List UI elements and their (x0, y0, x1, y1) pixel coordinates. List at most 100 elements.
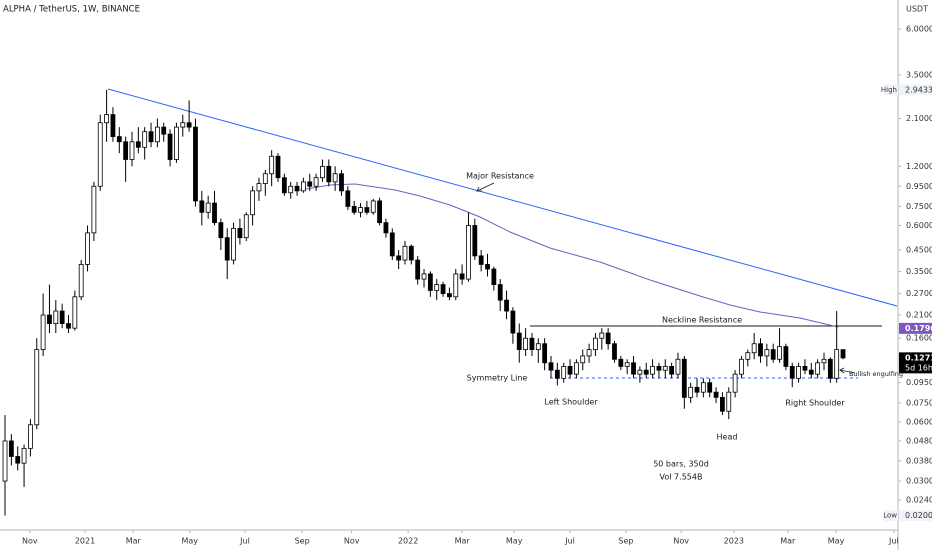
candle-body (739, 358, 744, 375)
x-tick-label: Nov (673, 537, 689, 546)
candle-body (186, 122, 192, 128)
candle-body (554, 369, 560, 379)
y-unit: USDT (906, 5, 928, 14)
candle-body (269, 155, 275, 175)
candle-body (700, 382, 706, 393)
candle-body (351, 206, 357, 213)
candle-body (53, 310, 59, 324)
candle-body (161, 126, 167, 135)
annotation: 50 bars, 350d (653, 460, 709, 469)
candle-body (789, 365, 795, 379)
annotation: Major Resistance (466, 172, 534, 181)
annotation: Vol 7.554B (660, 473, 703, 482)
price-tag-label: 0.0200 (905, 511, 932, 520)
candle-body (510, 310, 516, 334)
y-tick-label: 0.0240 (906, 496, 932, 505)
candle-body (447, 293, 452, 298)
candle-body (275, 155, 281, 179)
candle-body (694, 386, 700, 393)
candle-body (40, 314, 46, 351)
candle-body (637, 369, 643, 375)
candle-body (243, 214, 249, 239)
candle-body (339, 173, 344, 192)
candle-body (707, 382, 713, 393)
candle-body (320, 165, 325, 179)
moving-average (299, 183, 839, 328)
candle-body (205, 202, 211, 213)
arrow (476, 182, 495, 192)
x-tick-label: Nov (344, 537, 360, 546)
candle-body (751, 343, 757, 354)
candle-body (8, 440, 14, 457)
candle-body (256, 183, 262, 192)
candle-body (662, 365, 668, 371)
annotation: Neckline Resistance (662, 316, 742, 325)
candle-body (783, 346, 789, 367)
y-tick-label: 1.2000 (906, 162, 932, 171)
x-tick-label: May (506, 537, 523, 546)
candle-body (218, 222, 224, 239)
y-tick-label: 0.6000 (906, 221, 932, 230)
candle-body (402, 245, 408, 261)
candle-body (675, 358, 681, 375)
candle-body (294, 185, 300, 192)
y-tick-label: 0.3500 (906, 267, 932, 276)
candle-body (821, 358, 827, 364)
candle-body (599, 332, 605, 339)
price-tag (899, 84, 932, 96)
candle-body (193, 126, 198, 202)
x-tick-label: May (828, 537, 845, 546)
candle-body (116, 136, 122, 143)
candle-body (364, 207, 370, 213)
candle-body (104, 114, 109, 124)
candle-body (332, 173, 338, 183)
x-tick-label: Jul (564, 537, 575, 546)
candle-body (840, 349, 846, 359)
candle-body (288, 185, 294, 194)
y-tick-label: 0.4500 (906, 246, 932, 255)
candle-body (605, 332, 611, 345)
candle-body (758, 343, 763, 357)
y-tick-label: 0.9500 (906, 182, 932, 191)
candle-body (135, 141, 141, 148)
candle-body (745, 352, 751, 360)
candle-body (59, 310, 65, 324)
annotation: Bullish engulfing (849, 370, 903, 378)
candle-body (66, 323, 71, 329)
candle-body (497, 284, 503, 301)
candle-body (593, 337, 598, 351)
price-tag (899, 510, 932, 522)
x-tick-label: 2023 (724, 537, 744, 546)
candle-body (580, 355, 586, 364)
candle-body (802, 365, 808, 371)
candle-body (478, 255, 484, 265)
candle-body (427, 273, 433, 291)
y-tick-label: 2.1000 (906, 114, 932, 123)
candle-body (28, 424, 33, 449)
candle-body (21, 447, 27, 464)
candle-body (688, 386, 694, 398)
x-tick-label: May (181, 537, 198, 546)
candle-body (720, 396, 725, 412)
y-tick-label: 0.0950 (906, 378, 932, 387)
price-tag-label: 2.9433 (905, 85, 932, 94)
candle-body (415, 259, 421, 280)
arrow-head (839, 367, 845, 374)
candle-body (212, 202, 217, 224)
candle-body (2, 440, 8, 482)
candle-body (732, 373, 738, 393)
y-tick-label: 0.2100 (906, 311, 932, 320)
x-tick-label: Jul (888, 537, 899, 546)
candle-body (377, 200, 382, 224)
price-tag (899, 352, 932, 374)
candle-body (389, 232, 395, 257)
candle-body (434, 284, 440, 291)
x-tick-label: 2022 (398, 537, 418, 546)
candle-body (148, 131, 154, 143)
x-tick-label: Mar (455, 537, 471, 546)
price-tag (899, 322, 932, 334)
candle-body (681, 358, 687, 398)
candle-body (726, 391, 732, 412)
candle-body (78, 264, 84, 298)
